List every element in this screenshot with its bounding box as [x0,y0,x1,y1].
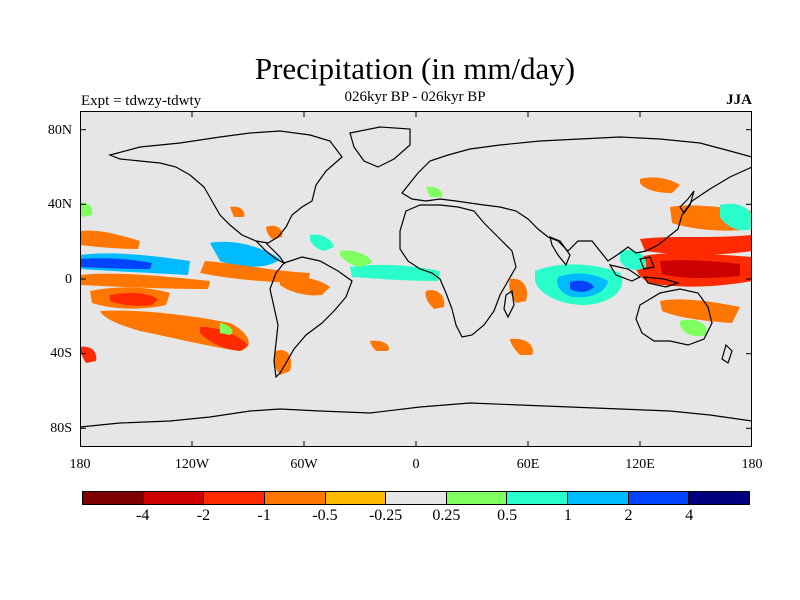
colorbar-swatch [325,492,387,504]
colorbar-label: -0.25 [368,507,403,524]
anomaly-patch [230,206,245,217]
anomaly-patch [426,186,443,197]
anomaly-patch [370,340,389,351]
colorbar-label: -2 [196,507,211,524]
anomaly-patch [640,177,680,193]
lon-tick-label: 120E [625,457,655,472]
anomaly-patch [570,280,594,292]
anomaly-patch [200,327,248,351]
lon-tick-label: 120W [174,457,210,472]
lat-tick-label: 80S [50,421,72,436]
anomaly-patch [510,338,533,355]
experiment-label: Expt = tdwzy-tdwty [81,93,202,109]
coastline-africa [399,204,517,338]
anomaly-patch [660,260,740,279]
lon-tick-label: 60W [290,457,318,472]
lon-tick-label: 180 [741,457,763,472]
chart-subtitle: 026kyr BP - 026kyr BP [344,89,486,105]
coastline-new-zealand [721,343,733,364]
coastline-india [549,236,571,267]
lat-tick-label: 0 [65,272,72,287]
colorbar-label: 2 [624,507,633,524]
anomaly-patch [350,264,440,281]
anomaly-patch [200,261,310,283]
coastline-japan [679,190,695,215]
coastline-australia [635,288,713,346]
colorbar-label: -1 [257,507,271,524]
anomaly-patch [110,292,158,306]
colorbar-swatch [446,492,508,504]
anomaly-patch [310,234,334,251]
season-label: JJA [726,92,752,108]
colorbar-swatch [568,492,629,504]
coastline-madagascar [503,289,515,319]
anomaly-patch [425,289,445,309]
coastline-eurasia [401,136,752,262]
coastline-indonesia [608,256,681,288]
coastline-greenland [349,126,411,168]
anomaly-patch [80,273,210,289]
lat-tick-label: 80N [47,123,72,138]
precipitation-map [80,111,752,447]
colorbar-swatch [507,492,569,504]
lon-tick-label: 180 [69,457,91,472]
colorbar [82,491,750,505]
anomaly-patch [80,202,93,217]
anomaly-patches [80,177,752,375]
lon-tick-label: 0 [412,457,420,472]
colorbar-swatch [83,492,144,504]
colorbar-label: -4 [136,507,150,524]
coastline-antarctica [80,402,752,428]
coastlines [80,126,752,428]
anomaly-patch [680,319,707,337]
lat-tick-label: 40N [47,197,72,212]
anomaly-patch [80,230,140,249]
map-svg [80,111,752,447]
colorbar-label: 0.5 [497,507,518,524]
coastline-north-america [108,130,343,244]
chart-title: Precipitation (in mm/day) [254,51,576,86]
anomaly-patch [266,225,283,239]
colorbar-label: 1 [563,507,572,524]
coastline-south-america [269,256,353,379]
colorbar-label: 0.25 [432,507,461,524]
anomaly-patch [273,349,292,375]
colorbar-swatch [689,492,750,504]
anomaly-patch [620,249,647,270]
anomaly-patch [660,299,740,323]
anomaly-patch [280,277,330,296]
colorbar-swatch [628,492,690,504]
colorbar-label: -0.5 [312,507,338,524]
anomaly-patch [220,323,233,335]
axis-ticks [80,111,752,447]
colorbar-swatch [204,492,265,504]
colorbar-swatch [386,492,447,504]
anomaly-patch [640,235,752,255]
lon-tick-label: 60E [516,457,540,472]
anomaly-patch [210,241,280,267]
anomaly-patch [720,203,752,231]
colorbar-swatch [143,492,205,504]
colorbar-label: 4 [685,507,694,524]
lat-tick-label: 40S [50,346,72,361]
anomaly-patch [340,250,372,267]
colorbar-swatch [264,492,326,504]
anomaly-patch [509,278,528,303]
anomaly-patch [80,258,152,269]
anomaly-patch [80,346,97,363]
